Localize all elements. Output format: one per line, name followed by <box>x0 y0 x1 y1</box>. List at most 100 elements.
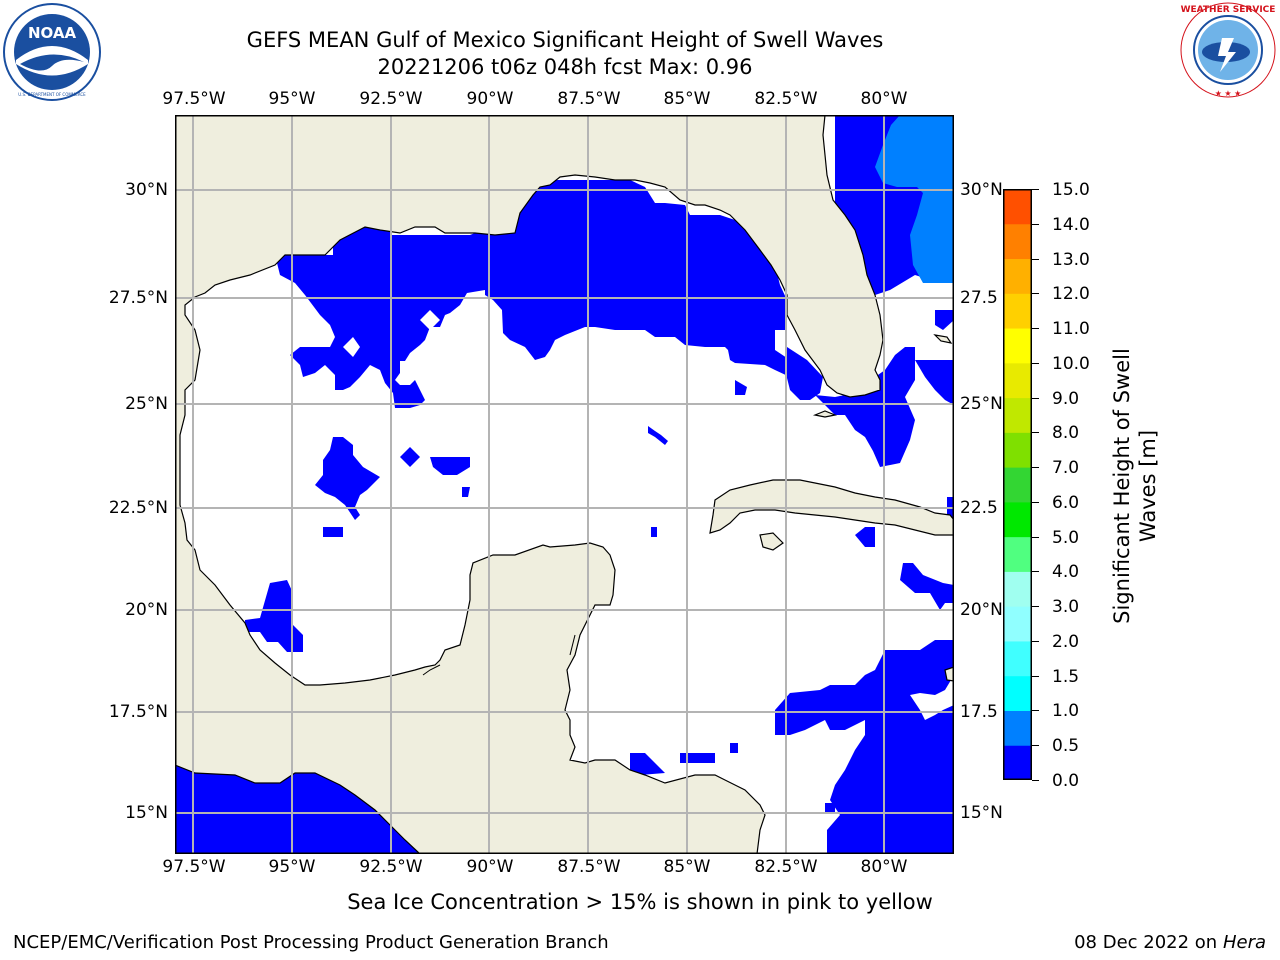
colorbar-tick-label: 10.0 <box>1052 353 1090 374</box>
colorbar-tick-label: 12.0 <box>1052 284 1090 305</box>
lon-tick-bottom: 92.5°W <box>359 857 423 877</box>
lon-tick-top: 95°W <box>268 89 316 109</box>
lat-tick-right: 17.5 <box>960 702 998 722</box>
colorbar-label: Significant Height of Swell Waves [m] <box>1109 326 1161 646</box>
lat-tick-left: 27.5°N <box>108 288 168 308</box>
lat-tick-left: 17.5°N <box>108 702 168 722</box>
lat-tick-left: 15°N <box>125 803 168 823</box>
colorbar-label-line1: Significant Height of Swell <box>1110 348 1134 624</box>
svg-text:WEATHER SERVICE: WEATHER SERVICE <box>1181 5 1276 15</box>
colorbar-segment <box>1003 675 1032 711</box>
lon-tick-bottom: 85°W <box>663 857 711 877</box>
lat-tick-left: 22.5°N <box>108 498 168 518</box>
lon-tick-top: 87.5°W <box>557 89 621 109</box>
colorbar-tick-label: 8.0 <box>1052 423 1080 444</box>
colorbar-tick-label: 11.0 <box>1052 319 1090 340</box>
colorbar-tick-mark <box>1032 745 1039 747</box>
colorbar-tick-mark <box>1032 223 1039 225</box>
lon-tick-bottom: 95°W <box>268 857 316 877</box>
lon-tick-bottom: 87.5°W <box>557 857 621 877</box>
colorbar-tick-mark <box>1032 571 1039 573</box>
lat-tick-right: 27.5 <box>960 288 998 308</box>
colorbar-segment <box>1003 432 1032 468</box>
svg-text:U.S. DEPARTMENT OF COMMERCE: U.S. DEPARTMENT OF COMMERCE <box>18 92 86 97</box>
colorbar-tick-label: 15.0 <box>1052 180 1090 200</box>
colorbar-tick-label: 1.0 <box>1052 701 1080 722</box>
colorbar-segment <box>1003 223 1032 260</box>
sea-ice-note: Sea Ice Concentration > 15% is shown in … <box>347 890 933 914</box>
colorbar-tick-mark <box>1032 710 1039 712</box>
colorbar-tick-mark <box>1032 189 1039 190</box>
noaa-logo: NOAA U.S. DEPARTMENT OF COMMERCE <box>2 2 102 102</box>
colorbar-segment <box>1003 189 1032 225</box>
colorbar-tick-label: 0.5 <box>1052 736 1080 757</box>
colorbar-tick-mark <box>1032 397 1039 399</box>
map-panel <box>175 115 954 854</box>
lon-tick-top: 97.5°W <box>162 89 226 109</box>
lat-tick-left: 30°N <box>125 180 168 200</box>
colorbar-tick-mark <box>1032 432 1039 434</box>
colorbar-segment <box>1003 258 1032 294</box>
colorbar-tick-label: 9.0 <box>1052 388 1080 409</box>
lon-tick-bottom: 80°W <box>860 857 908 877</box>
lon-tick-top: 80°W <box>860 89 908 109</box>
colorbar-tick-mark <box>1032 501 1039 503</box>
colorbar-tick-mark <box>1032 780 1039 781</box>
colorbar-tick-label: 6.0 <box>1052 492 1080 513</box>
colorbar-segment <box>1003 362 1032 399</box>
lon-tick-bottom: 97.5°W <box>162 857 226 877</box>
colorbar-segment <box>1003 710 1032 746</box>
lat-tick-right: 15°N <box>960 803 1003 823</box>
colorbar-segment <box>1003 293 1032 329</box>
colorbar-segment <box>1003 467 1032 503</box>
colorbar-tick-label: 2.0 <box>1052 631 1080 652</box>
colorbar-segment <box>1003 536 1032 572</box>
colorbar-segment <box>1003 606 1032 642</box>
nws-logo: WEATHER SERVICE ★ ★ ★ <box>1176 0 1280 100</box>
colorbar-tick-label: 4.0 <box>1052 562 1080 583</box>
swell-field-mid <box>875 115 954 283</box>
lon-tick-top: 85°W <box>663 89 711 109</box>
colorbar-tick-mark <box>1032 467 1039 469</box>
lon-tick-top: 82.5°W <box>754 89 818 109</box>
colorbar-tick-label: 14.0 <box>1052 214 1090 235</box>
colorbar-tick-label: 1.5 <box>1052 666 1080 687</box>
colorbar-segment <box>1003 397 1032 433</box>
colorbar-segment <box>1003 571 1032 607</box>
lat-tick-right: 25°N <box>960 394 1003 414</box>
colorbar-tick-mark <box>1032 362 1039 364</box>
colorbar-tick-label: 5.0 <box>1052 527 1080 548</box>
lon-tick-top: 90°W <box>466 89 514 109</box>
footer-left: NCEP/EMC/Verification Post Processing Pr… <box>13 932 609 953</box>
lon-tick-top: 92.5°W <box>359 89 423 109</box>
colorbar-tick-mark <box>1032 675 1039 677</box>
footer-machine: Hera <box>1222 932 1266 953</box>
lat-tick-right: 22.5 <box>960 498 998 518</box>
colorbar-segment <box>1003 745 1032 780</box>
svg-text:NOAA: NOAA <box>28 24 77 42</box>
colorbar-tick-mark <box>1032 536 1039 538</box>
footer-right: 08 Dec 2022 on Hera <box>1074 932 1266 953</box>
lat-tick-right: 20°N <box>960 600 1003 620</box>
colorbar-segment <box>1003 501 1032 538</box>
colorbar-tick-label: 13.0 <box>1052 249 1090 270</box>
map-frame <box>175 115 954 854</box>
colorbar-frame <box>1003 189 1032 780</box>
svg-text:★ ★ ★: ★ ★ ★ <box>1215 89 1242 98</box>
colorbar-tick-mark <box>1032 258 1039 260</box>
colorbar-tick-label: 3.0 <box>1052 597 1080 618</box>
lat-tick-left: 20°N <box>125 600 168 620</box>
colorbar-tick-label: 0.0 <box>1052 771 1080 791</box>
lon-tick-bottom: 90°W <box>466 857 514 877</box>
colorbar-tick-mark <box>1032 640 1039 642</box>
lon-tick-bottom: 82.5°W <box>754 857 818 877</box>
graticule <box>175 115 954 854</box>
footer-date: 08 Dec 2022 on <box>1074 932 1218 953</box>
colorbar <box>1003 189 1032 780</box>
lat-tick-right: 30°N <box>960 180 1003 200</box>
colorbar-segment <box>1003 640 1032 677</box>
chart-subtitle: 20221206 t06z 048h fcst Max: 0.96 <box>377 55 753 79</box>
lat-tick-left: 25°N <box>125 394 168 414</box>
colorbar-label-line2: Waves [m] <box>1136 429 1160 543</box>
colorbar-tick-mark <box>1032 293 1039 295</box>
